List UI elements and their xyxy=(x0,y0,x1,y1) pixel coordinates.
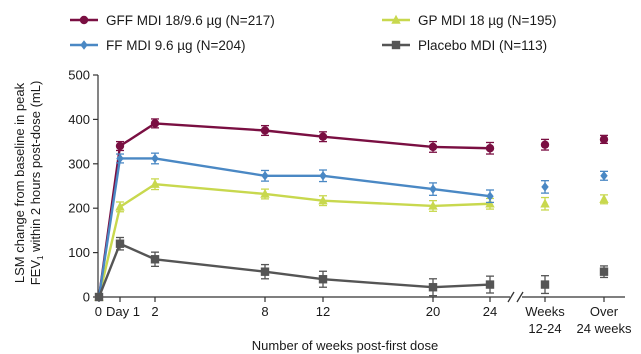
y-tick-label: 500 xyxy=(68,68,90,83)
data-point xyxy=(428,283,438,292)
legend-label: GP MDI 18 µg (N=195) xyxy=(418,13,556,28)
data-point xyxy=(260,267,270,276)
legend-item: GFF MDI 18/9.6 µg (N=217) xyxy=(70,13,275,28)
data-point xyxy=(116,153,124,164)
data-point xyxy=(485,144,495,153)
legend-item: FF MDI 9.6 µg (N=204) xyxy=(70,38,245,53)
summary-point xyxy=(600,171,608,181)
summary-point xyxy=(599,267,609,276)
y-tick-label: 400 xyxy=(68,112,90,127)
x-tick-label: Day 1 xyxy=(106,304,140,319)
y-axis-title-line2: FEV1 within 2 hours post-dose (mL) xyxy=(28,81,45,286)
ylabel-rest: within 2 hours post-dose (mL) xyxy=(28,81,43,256)
data-point xyxy=(428,200,438,210)
y-tick-label: 0 xyxy=(83,290,90,305)
legend-marker xyxy=(80,40,88,50)
axis-break-marker xyxy=(507,291,524,303)
x-tick-label: 24 xyxy=(483,304,497,319)
x-tick-label: 0 xyxy=(95,304,102,319)
data-point xyxy=(260,188,270,198)
legend-marker xyxy=(391,40,401,50)
summary-point xyxy=(599,135,609,144)
y-tick-label: 100 xyxy=(68,245,90,260)
y-tick-label: 300 xyxy=(68,156,90,171)
legend-marker xyxy=(391,14,401,24)
data-point xyxy=(150,119,160,128)
legend-item: GP MDI 18 µg (N=195) xyxy=(382,13,556,28)
data-point xyxy=(485,280,495,289)
data-point xyxy=(429,184,437,194)
y-axis-title: LSM change from baseline in peak FEV1 wi… xyxy=(12,81,45,286)
x-tick-label: 8 xyxy=(261,304,268,319)
series-layer xyxy=(94,118,609,302)
ylabel-subscript: 1 xyxy=(36,255,45,260)
ylabel-fev: FEV xyxy=(28,260,43,286)
data-point xyxy=(150,179,160,188)
legend-label: FF MDI 9.6 µg (N=204) xyxy=(106,38,245,53)
data-point xyxy=(115,141,125,151)
data-point xyxy=(318,275,328,284)
legend-label: GFF MDI 18/9.6 µg (N=217) xyxy=(106,13,275,28)
data-point xyxy=(115,201,125,211)
series-square xyxy=(94,236,609,302)
data-point xyxy=(428,142,438,152)
y-axis: 0 100 200 300 400 500 xyxy=(68,68,99,305)
summary-point xyxy=(599,194,609,204)
y-tick-label: 200 xyxy=(68,201,90,216)
x-tick-label: 2 xyxy=(151,304,158,319)
summary-category-label: Weeks xyxy=(525,304,565,319)
y-axis-title-line1: LSM change from baseline in peak xyxy=(12,82,27,283)
data-point xyxy=(115,239,125,248)
x-tick-label: 20 xyxy=(426,304,440,319)
legend-label: Placebo MDI (N=113) xyxy=(418,38,547,53)
summary-category-label: Over xyxy=(590,304,619,319)
x-axis-title: Number of weeks post-first dose xyxy=(252,338,438,353)
data-point xyxy=(319,171,327,181)
summary-point xyxy=(540,198,550,208)
summary-category-label: 12-24 xyxy=(528,321,561,336)
data-point xyxy=(151,153,159,164)
data-point xyxy=(94,292,104,302)
x-axis: 0 Day 1 2 8 12 20 24 Weeks 12-24 Over 24 weeks xyxy=(95,291,632,336)
summary-point xyxy=(540,280,550,289)
series-circle xyxy=(94,118,609,302)
summary-point xyxy=(540,140,550,149)
data-point xyxy=(486,191,494,201)
data-point xyxy=(261,171,269,181)
data-point xyxy=(150,255,160,264)
data-point xyxy=(318,195,328,205)
summary-category-label: 24 weeks xyxy=(577,321,632,336)
x-tick-label: 12 xyxy=(316,304,330,319)
summary-point xyxy=(541,182,549,192)
data-point xyxy=(318,132,328,141)
legend-item: Placebo MDI (N=113) xyxy=(382,38,547,53)
data-point xyxy=(260,126,270,135)
legend: GFF MDI 18/9.6 µg (N=217) FF MDI 9.6 µg (… xyxy=(70,13,556,53)
legend-marker xyxy=(79,15,89,25)
series-diamond xyxy=(95,152,608,302)
